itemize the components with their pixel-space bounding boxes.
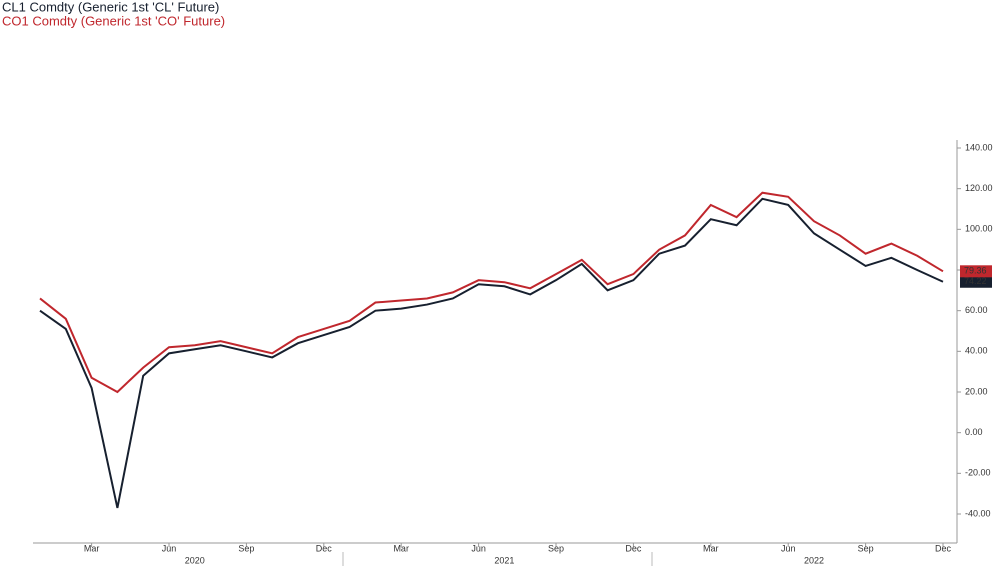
x-tick-label: Mar	[84, 543, 100, 553]
x-tick-label: Sep	[548, 543, 564, 553]
year-label: 2022	[804, 555, 824, 565]
y-tick-label: 120.00	[965, 183, 993, 193]
value-label-box	[960, 265, 992, 278]
x-tick-label: Mar	[703, 543, 719, 553]
legend-entry: CO1 Comdty (Generic 1st 'CO' Future)	[2, 13, 225, 28]
x-tick-label: Dec	[316, 543, 333, 553]
y-tick-label: 0.00	[965, 427, 983, 437]
x-tick-label: Mar	[393, 543, 409, 553]
x-tick-label: Jun	[781, 543, 796, 553]
x-tick-label: Jun	[471, 543, 486, 553]
value-label: 79.36	[964, 266, 987, 276]
x-tick-label: Dec	[625, 543, 642, 553]
y-tick-label: 140.00	[965, 142, 993, 152]
value-label-box	[960, 275, 992, 288]
series-line	[39, 191, 944, 394]
y-tick-label: 60.00	[965, 305, 988, 315]
year-label: 2020	[185, 555, 205, 565]
x-tick-label: Dec	[935, 543, 952, 553]
y-tick-label: 40.00	[965, 346, 988, 356]
x-tick-label: Sep	[858, 543, 874, 553]
y-tick-label: 100.00	[965, 224, 993, 234]
legend-entry: CL1 Comdty (Generic 1st 'CL' Future)	[2, 0, 219, 14]
y-tick-label: 20.00	[965, 386, 988, 396]
x-tick-label: Jun	[162, 543, 177, 553]
y-tick-label: -20.00	[965, 468, 991, 478]
x-tick-label: Sep	[238, 543, 254, 553]
year-label: 2021	[494, 555, 514, 565]
y-tick-label: -40.00	[965, 508, 991, 518]
series-line	[39, 197, 944, 509]
value-label: 74.22	[964, 276, 987, 286]
